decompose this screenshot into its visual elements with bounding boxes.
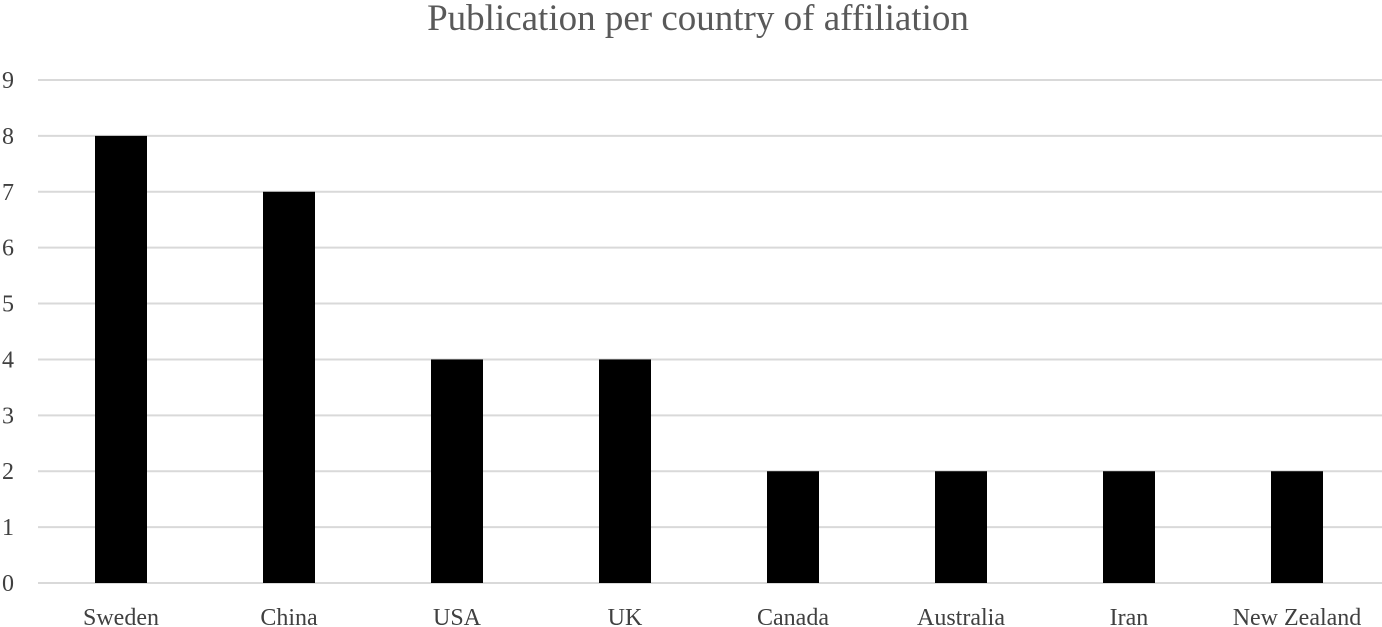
x-category-label: Iran	[1110, 605, 1149, 627]
y-tick-label: 3	[2, 403, 14, 429]
y-tick-label: 1	[2, 515, 14, 541]
bar-usa	[431, 359, 483, 583]
bar-australia	[935, 471, 987, 583]
bar-china	[263, 191, 315, 583]
y-axis-ticks: 0 1 2 3 4 5 6 7 8 9	[2, 68, 14, 597]
x-category-label: USA	[433, 605, 482, 627]
x-axis-labels: Sweden China USA UK Canada Australia Iran New Z…	[83, 605, 1361, 627]
x-category-label: Australia	[917, 605, 1005, 627]
x-category-label: Canada	[757, 605, 829, 627]
x-category-label: New Zealand	[1233, 605, 1362, 627]
x-category-label: UK	[608, 605, 643, 627]
y-tick-label: 4	[2, 347, 14, 373]
x-category-label: China	[260, 605, 318, 627]
y-tick-label: 7	[2, 180, 14, 206]
y-tick-label: 6	[2, 236, 14, 262]
bar-new-zealand	[1271, 471, 1323, 583]
gridlines	[38, 79, 1382, 584]
y-tick-label: 2	[2, 459, 14, 485]
bar-sweden	[95, 135, 147, 583]
y-tick-label: 0	[2, 571, 14, 597]
y-tick-label: 8	[2, 124, 14, 150]
y-tick-label: 9	[2, 68, 14, 94]
bars	[95, 135, 1323, 583]
bar-uk	[599, 359, 651, 583]
chart-title: Publication per country of affiliation	[427, 0, 969, 39]
y-tick-label: 5	[2, 292, 14, 318]
bar-iran	[1103, 471, 1155, 583]
bar-canada	[767, 471, 819, 583]
x-category-label: Sweden	[83, 605, 159, 627]
